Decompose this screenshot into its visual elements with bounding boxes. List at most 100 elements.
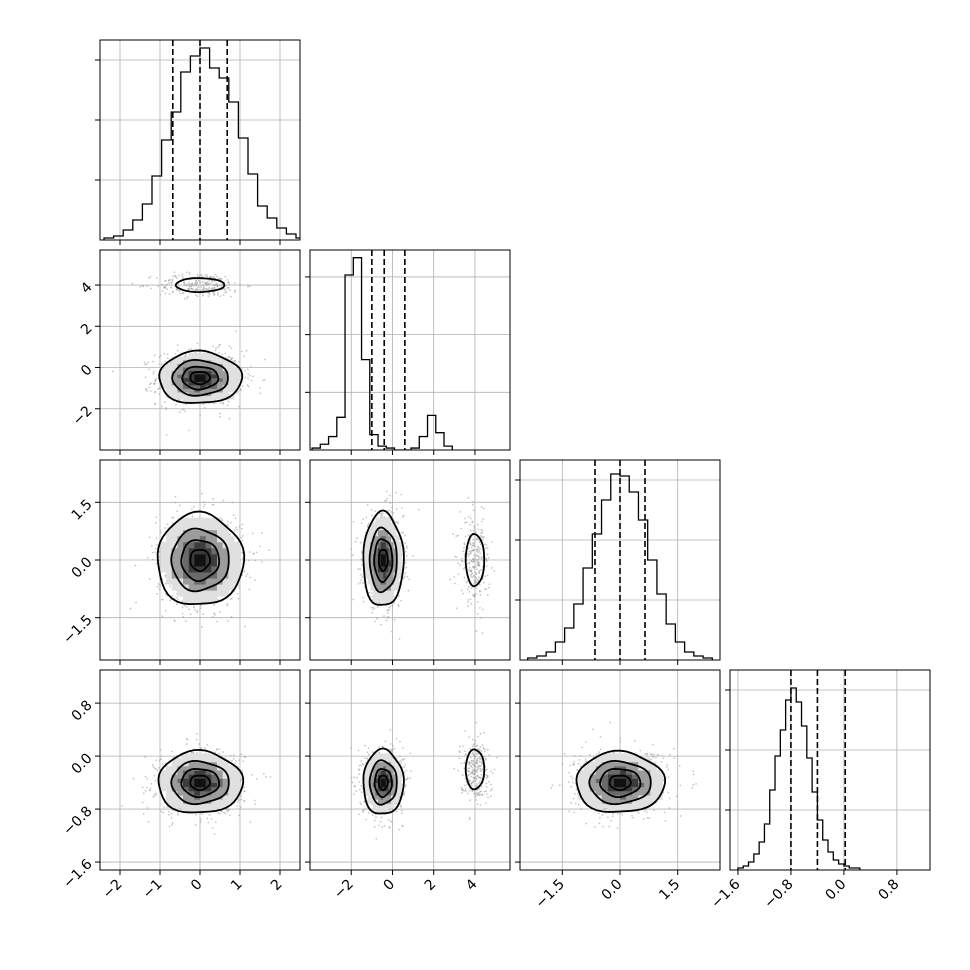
sample-point (213, 280, 216, 283)
sample-point (196, 281, 199, 284)
density-cell (177, 757, 184, 763)
density-cell (216, 381, 224, 386)
density-cell (194, 566, 201, 573)
density-cell (388, 517, 392, 525)
sample-point (213, 613, 216, 616)
sample-point (160, 405, 163, 408)
density-cell (188, 388, 195, 393)
density-cell (370, 578, 374, 585)
sample-point (244, 756, 247, 759)
sample-point (253, 579, 256, 582)
sample-point (452, 533, 454, 536)
sample-point (471, 520, 474, 523)
sample-point (157, 766, 160, 769)
sample-point (150, 782, 153, 785)
density-cell (385, 535, 389, 543)
density-cell (367, 535, 371, 543)
density-cell (171, 553, 178, 561)
sample-point (464, 521, 466, 524)
density-cell (233, 566, 240, 573)
sample-point (391, 506, 393, 509)
sample-point (211, 280, 214, 282)
sample-point (247, 385, 250, 388)
sample-point (460, 527, 463, 530)
density-cell (177, 360, 184, 364)
sample-point (179, 292, 181, 295)
sample-point (477, 545, 479, 548)
density-cell (380, 553, 384, 561)
sample-point (359, 568, 362, 570)
sample-point (471, 572, 474, 574)
contour-line (377, 549, 389, 573)
density-cell (388, 596, 392, 603)
sample-point (483, 543, 486, 546)
sample-point (196, 610, 199, 612)
density-cell (222, 553, 229, 561)
density-cell (205, 395, 212, 400)
sample-point (479, 547, 481, 550)
contour-line (171, 359, 229, 397)
density-cell (205, 596, 212, 603)
density-cell (177, 377, 184, 382)
sample-point (186, 297, 188, 300)
sample-point (146, 806, 149, 809)
sample-point (226, 810, 229, 813)
density-cell (228, 584, 235, 591)
sample-point (156, 586, 159, 588)
sample-point (247, 377, 249, 380)
sample-point (475, 558, 478, 561)
density-cell (211, 363, 218, 368)
sample-point (213, 288, 216, 290)
sample-point (389, 494, 391, 497)
density-cell (233, 770, 240, 775)
sample-point (482, 581, 485, 584)
sample-point (481, 632, 484, 634)
sample-point (151, 764, 154, 766)
density-cell (222, 590, 229, 597)
density-cell (380, 529, 384, 537)
density-cell (177, 541, 184, 549)
density-cell (205, 547, 212, 555)
sample-point (201, 280, 204, 283)
sample-point (164, 287, 167, 289)
density-cell (171, 790, 178, 796)
sample-point (219, 343, 222, 346)
sample-point (162, 811, 165, 814)
sample-point (203, 281, 206, 284)
density-cell (228, 770, 235, 775)
density-cell (177, 566, 184, 573)
density-cell (380, 572, 384, 579)
sample-point (152, 765, 155, 768)
sample-point (468, 553, 471, 555)
density-cell (183, 786, 190, 792)
density-cell (194, 384, 201, 389)
density-cell (233, 578, 240, 585)
density-cell (393, 547, 397, 555)
density-cell (380, 517, 384, 525)
sample-point (229, 598, 232, 601)
sample-point (404, 572, 407, 575)
density-cell (211, 356, 218, 361)
sample-point (204, 503, 206, 506)
density-cell (370, 560, 374, 567)
density-cell (222, 392, 229, 397)
density-cell (222, 795, 229, 800)
sample-point (160, 755, 163, 758)
density-cell (188, 799, 195, 804)
density-cell (194, 590, 201, 597)
density-cell (228, 541, 235, 549)
sample-point (163, 806, 166, 809)
sample-point (149, 390, 152, 392)
sample-point (255, 777, 258, 780)
density-cell (375, 535, 379, 543)
sample-point (491, 567, 494, 569)
sample-point (200, 285, 203, 288)
sample-point (243, 570, 246, 573)
density-cell (211, 584, 218, 591)
sample-point (226, 604, 228, 607)
density-cell (166, 572, 173, 579)
sample-point (468, 569, 470, 571)
density-cell (200, 578, 207, 585)
density-cell (194, 560, 201, 567)
density-cell (222, 529, 229, 537)
